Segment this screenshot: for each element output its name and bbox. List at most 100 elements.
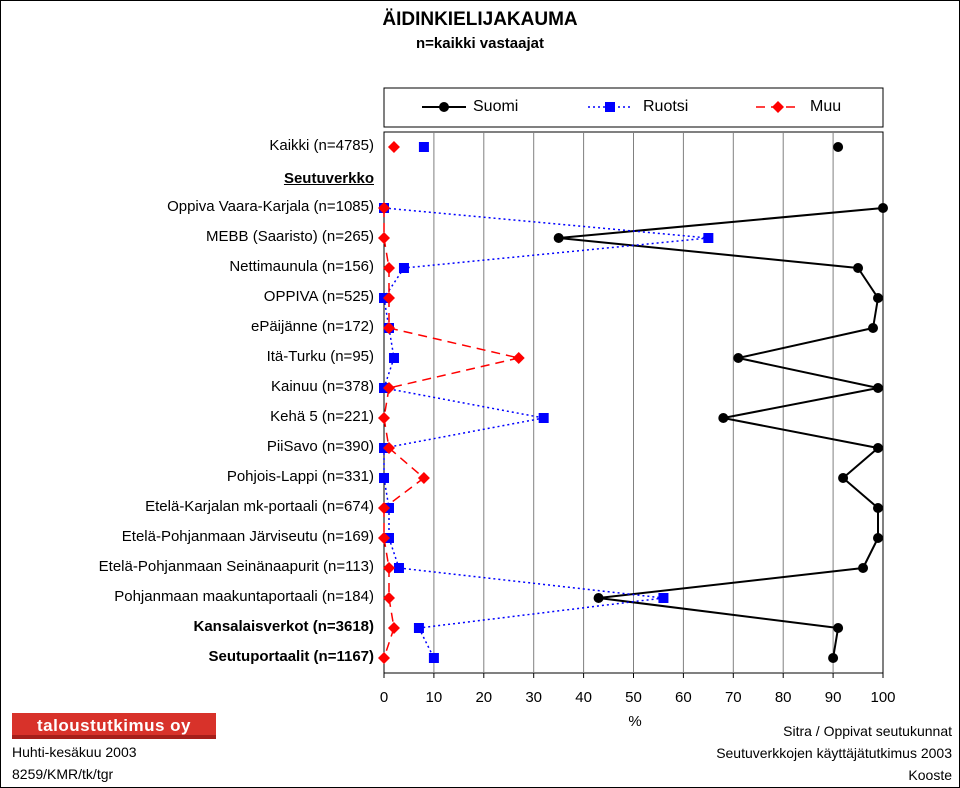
footer-date: Huhti-kesäkuu 2003 — [12, 744, 137, 760]
point-muu — [378, 412, 390, 424]
series-line-suomi — [558, 237, 859, 269]
legend-box — [383, 87, 884, 128]
category-label: Nettimaunula (n=156) — [229, 258, 374, 275]
section-heading-seutuverkko: Seutuverkko — [283, 170, 374, 187]
point-suomi — [838, 473, 849, 483]
series-line-muu — [388, 327, 519, 359]
legend-label-suomi: Suomi — [473, 98, 519, 115]
category-label: PiiSavo (n=390) — [266, 438, 374, 455]
legend-label-ruotsi: Ruotsi — [643, 98, 689, 115]
chart-title: ÄIDINKIELIJAKAUMA — [382, 9, 578, 30]
point-ruotsi — [413, 623, 424, 633]
category-label: Kainuu (n=378) — [271, 378, 374, 395]
series-line-suomi — [738, 327, 874, 359]
point-ruotsi — [538, 413, 549, 423]
footer-study: Seutuverkkojen käyttäjätutkimus 2003 — [716, 745, 952, 761]
point-ruotsi — [428, 653, 439, 663]
legend-marker-muu — [772, 101, 784, 113]
point-suomi — [878, 203, 888, 213]
x-tick-label: 30 — [525, 689, 543, 706]
taloustutkimus-logo: taloustutkimus oy — [12, 713, 216, 739]
point-suomi — [833, 623, 844, 633]
point-muu — [378, 232, 390, 244]
point-suomi — [873, 293, 884, 303]
x-tick-label: 60 — [675, 689, 692, 706]
point-suomi — [828, 653, 839, 663]
series-line-suomi — [857, 267, 879, 299]
category-label: ePäijänne (n=172) — [250, 318, 374, 335]
category-label: Etelä-Karjalan mk-portaali (n=674) — [145, 498, 374, 515]
category-label: Seutuportaalit (n=1167) — [208, 648, 374, 665]
x-tick-label: 20 — [475, 689, 493, 706]
series-line-suomi — [738, 357, 879, 389]
series-line-suomi — [558, 207, 884, 239]
series-line-suomi — [723, 387, 879, 419]
point-suomi — [833, 142, 844, 152]
footer-code: 8259/KMR/tk/tgr — [12, 766, 114, 782]
point-suomi — [873, 503, 884, 513]
legend-marker-ruotsi — [605, 102, 615, 112]
category-label: Kaikki (n=4785) — [269, 137, 374, 154]
footer-summary: Kooste — [908, 767, 952, 783]
point-muu — [382, 562, 395, 574]
point-suomi — [873, 443, 884, 453]
series-line-suomi — [862, 537, 879, 569]
point-suomi — [873, 533, 884, 543]
series-line-muu — [388, 357, 519, 389]
series-line-ruotsi — [383, 387, 544, 419]
series-line-suomi — [723, 417, 879, 449]
point-suomi — [733, 353, 744, 363]
point-muu — [378, 502, 390, 514]
point-suomi — [873, 383, 884, 393]
point-muu — [382, 382, 395, 394]
point-muu — [417, 472, 430, 484]
x-tick-label: 10 — [425, 689, 443, 706]
chart-subtitle: n=kaikki vastaajat — [415, 35, 544, 52]
category-label: Kansalaisverkot (n=3618) — [193, 618, 374, 635]
category-label: MEBB (Saaristo) (n=265) — [206, 228, 374, 245]
category-label: Itä-Turku (n=95) — [266, 348, 374, 365]
x-tick-label: 50 — [625, 689, 642, 706]
point-ruotsi — [393, 563, 404, 573]
point-ruotsi — [398, 263, 409, 273]
point-ruotsi — [379, 473, 389, 483]
legend-label-muu: Muu — [810, 98, 842, 115]
legend-marker-suomi — [439, 102, 449, 112]
point-muu — [387, 141, 400, 153]
point-ruotsi — [388, 353, 399, 363]
point-muu — [512, 352, 525, 364]
series-line-muu — [388, 447, 425, 479]
point-muu — [382, 442, 395, 454]
series-line-suomi — [598, 597, 839, 629]
x-axis-label: % — [628, 713, 642, 730]
series-line-suomi — [832, 627, 840, 659]
category-label: Kehä 5 (n=221) — [270, 408, 374, 425]
point-muu — [378, 532, 390, 544]
point-muu — [382, 322, 395, 334]
point-ruotsi — [418, 142, 429, 152]
x-tick-label: 90 — [824, 689, 842, 706]
series-line-suomi — [598, 567, 864, 599]
point-suomi — [718, 413, 729, 423]
point-muu — [382, 262, 395, 274]
x-tick-label: 80 — [774, 689, 792, 706]
point-suomi — [853, 263, 864, 273]
x-tick-label: 70 — [724, 689, 742, 706]
category-label: Etelä-Pohjanmaan Seinänaapurit (n=113) — [98, 558, 374, 575]
x-tick-label: 0 — [379, 689, 389, 706]
series-line-suomi — [842, 447, 879, 479]
category-label: Oppiva Vaara-Karjala (n=1085) — [167, 198, 374, 215]
point-muu — [378, 652, 390, 664]
point-suomi — [868, 323, 879, 333]
category-label: Pohjois-Lappi (n=331) — [226, 468, 374, 485]
point-suomi — [553, 233, 564, 243]
point-muu — [378, 202, 390, 214]
footer-source: Sitra / Oppivat seutukunnat — [783, 723, 952, 739]
series-line-ruotsi — [418, 597, 664, 629]
series-line-suomi — [872, 297, 879, 329]
point-muu — [382, 592, 395, 604]
category-label: OPPIVA (n=525) — [263, 288, 374, 305]
point-suomi — [593, 593, 604, 603]
series-line-ruotsi — [383, 417, 544, 449]
